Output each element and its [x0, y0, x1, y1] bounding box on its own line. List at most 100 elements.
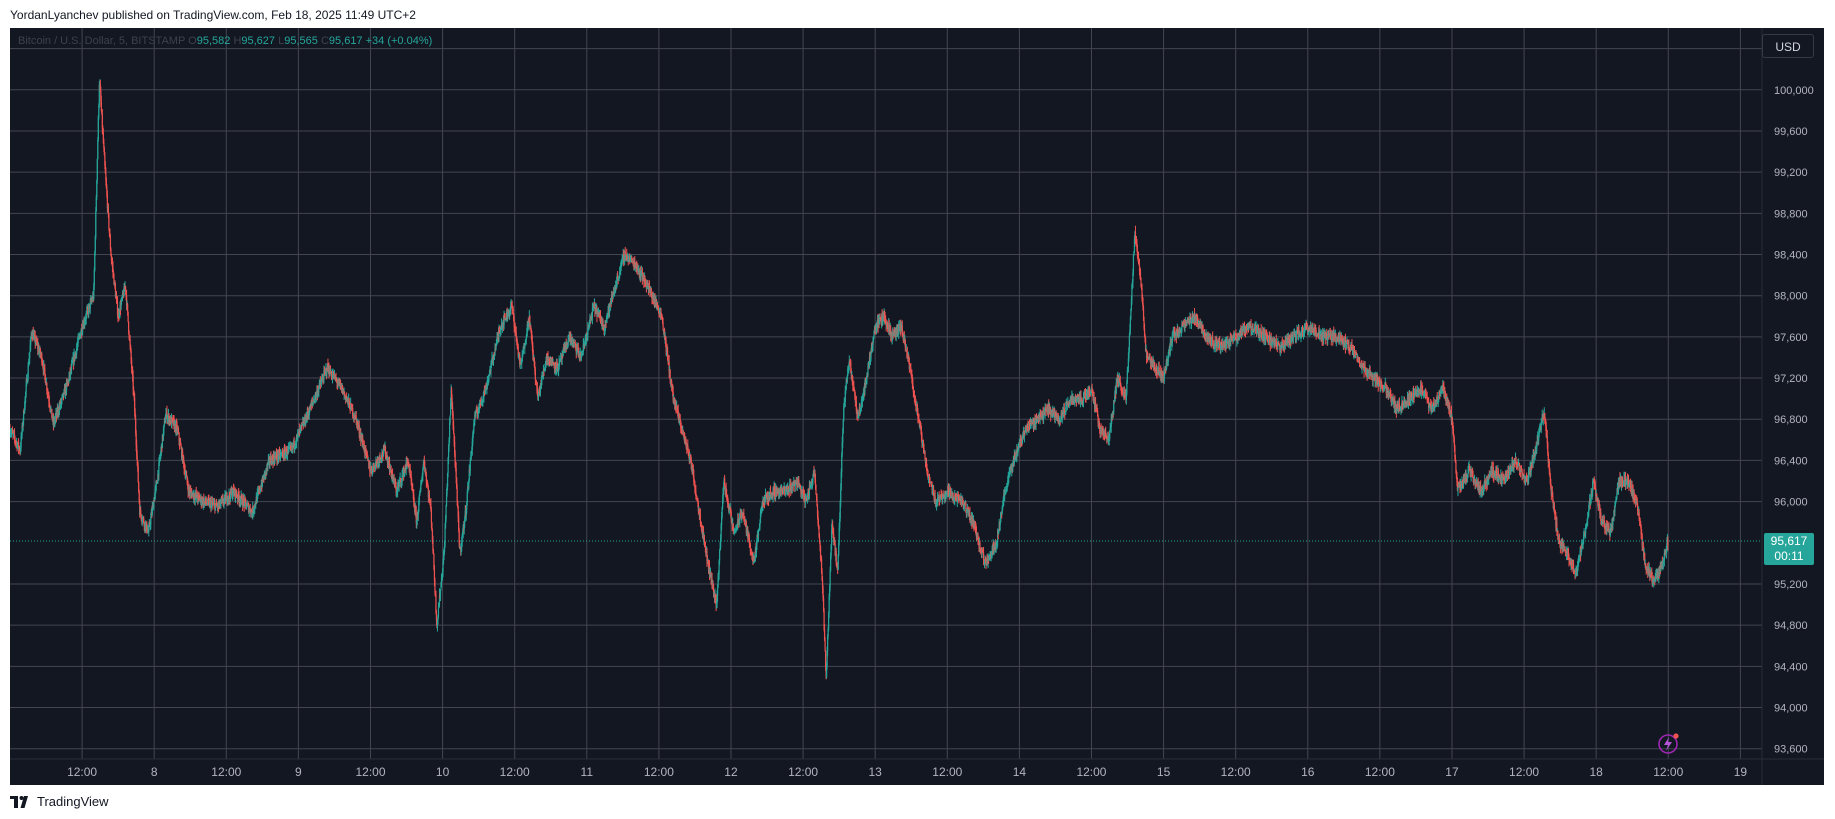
candle-body [618, 275, 620, 278]
candle-body [898, 326, 900, 334]
candle-body [310, 403, 312, 410]
candle-body [736, 525, 738, 527]
candle-body [466, 492, 468, 503]
candle-body [908, 357, 910, 363]
candle-body [495, 339, 498, 346]
candle-body [159, 458, 161, 460]
candle-body [648, 286, 650, 290]
candle-body [934, 495, 936, 502]
candle-body [1007, 480, 1009, 487]
candle-body [429, 502, 432, 505]
candle-body [758, 527, 761, 529]
candle-body [1179, 330, 1181, 332]
candle-body [141, 520, 143, 522]
candle-body [1129, 318, 1132, 330]
candle-body [164, 418, 167, 423]
candle-body [848, 360, 850, 366]
candle-body [370, 468, 372, 473]
candle-body [1120, 387, 1122, 391]
candle-body [29, 351, 31, 359]
candle-body [436, 619, 439, 628]
candle-body [312, 402, 314, 404]
candle-body [481, 400, 483, 402]
candle-body [913, 392, 915, 395]
candle-body [411, 481, 413, 485]
candle-body [853, 386, 855, 390]
candle-body [617, 276, 619, 278]
candle-body [819, 541, 821, 546]
candle-body [879, 318, 882, 321]
candle-body [937, 497, 939, 499]
candle-body [922, 442, 925, 448]
candle-body [524, 344, 526, 349]
candle-body [372, 466, 374, 472]
candle-body [612, 294, 614, 298]
candle-body [68, 376, 70, 383]
candle-body [194, 495, 196, 500]
candle-body [330, 373, 333, 377]
candle-body [124, 286, 127, 291]
candle-body [274, 456, 277, 458]
candle-body [791, 484, 793, 489]
candle-body [1005, 489, 1007, 493]
candle-body [460, 547, 462, 552]
candle-body [459, 543, 461, 549]
candlestick-chart[interactable]: 93,60094,00094,40094,80095,20096,00096,4… [10, 28, 1824, 785]
candle-body [930, 481, 932, 483]
candle-body [158, 459, 160, 463]
candle-body [812, 477, 814, 481]
candle-body [616, 281, 618, 288]
candle-body [205, 502, 207, 504]
candle-body [1140, 286, 1143, 288]
candle-body [772, 487, 774, 498]
candle-body [702, 529, 705, 539]
candle-body [343, 389, 345, 394]
candle-body [1135, 241, 1138, 244]
candle-body [1227, 342, 1229, 344]
candle-body [662, 322, 664, 330]
candle-body [1147, 359, 1149, 361]
candle-body [222, 502, 225, 504]
candle-body [670, 380, 672, 382]
candle-body [476, 412, 478, 414]
candle-body [746, 531, 748, 533]
candle-body [1088, 390, 1091, 392]
candle-body [973, 520, 975, 528]
candle-body [488, 374, 490, 380]
candle-body [1183, 323, 1185, 325]
candle-body [540, 380, 543, 386]
candle-body [1212, 340, 1214, 346]
candle-body [154, 488, 156, 495]
candle-body [438, 594, 441, 606]
candle-body [1012, 462, 1014, 469]
candle-body [470, 457, 472, 460]
candle-body [381, 452, 383, 458]
candle-body [335, 379, 338, 381]
candle-body [130, 350, 132, 361]
candle-body [212, 504, 214, 506]
candle-body [694, 482, 696, 489]
candle-body [21, 434, 23, 437]
candle-body [500, 326, 502, 330]
candle-body [150, 517, 152, 525]
candle-body [23, 410, 25, 421]
candle-body [1184, 325, 1186, 329]
candle-body [69, 369, 72, 375]
candle-body [590, 317, 592, 321]
chart-pane[interactable]: 93,600 94,000 94,400 94,800 95,200 96,000 96,4… [10, 28, 1824, 785]
candle-body [807, 492, 810, 494]
candle-body [47, 393, 49, 397]
candle-body [881, 314, 883, 323]
candle-body [551, 360, 554, 364]
candle-body [931, 484, 933, 491]
candle-body [89, 301, 91, 309]
candle-body [938, 494, 940, 500]
candle-body [869, 357, 872, 360]
candle-body [555, 369, 557, 371]
candle-body [1181, 324, 1183, 332]
candle-body [451, 398, 453, 408]
candle-body [976, 537, 978, 539]
candle-body [293, 440, 295, 448]
candle-body [474, 414, 476, 422]
candle-body [524, 343, 526, 345]
